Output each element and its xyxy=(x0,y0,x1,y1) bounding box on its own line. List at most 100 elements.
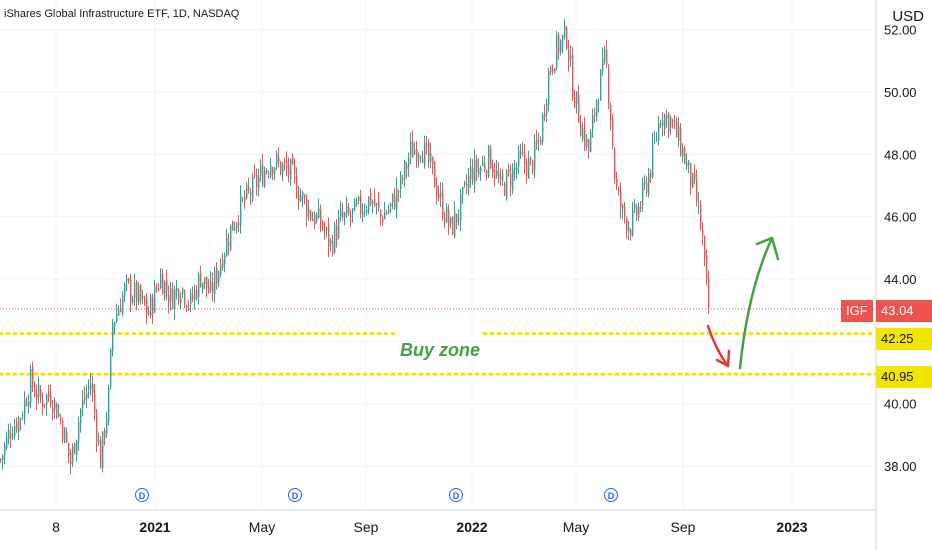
candle-body xyxy=(568,50,570,62)
candle-body xyxy=(140,285,142,301)
candle-body xyxy=(160,273,162,289)
candle-body xyxy=(536,140,538,144)
candle-body xyxy=(610,105,612,121)
candle-body xyxy=(520,152,522,155)
candle-body xyxy=(194,289,196,300)
candle-body xyxy=(508,169,510,172)
candle-body xyxy=(280,161,282,174)
candle-body xyxy=(650,170,652,177)
candle-body xyxy=(396,187,398,209)
time-tick-label: Sep xyxy=(671,519,696,535)
candle-body xyxy=(684,148,686,165)
candle-body xyxy=(420,157,422,159)
candle-body xyxy=(162,273,164,295)
candle-body xyxy=(340,209,342,218)
candle-body xyxy=(228,241,230,246)
candle-body xyxy=(316,214,318,223)
candle-body xyxy=(260,166,262,176)
candle-body xyxy=(22,416,24,418)
candle-body xyxy=(298,194,300,202)
candle-body xyxy=(612,118,614,147)
candle-body xyxy=(418,154,420,158)
candle-body xyxy=(664,115,666,130)
candle-body xyxy=(390,203,392,207)
candle-body xyxy=(234,228,236,231)
candle-body xyxy=(278,157,280,162)
candle-body xyxy=(240,194,242,227)
candle-body xyxy=(602,57,604,72)
candle-body xyxy=(440,192,442,197)
candle-body xyxy=(36,393,38,400)
candle-body xyxy=(478,168,480,175)
candle-body xyxy=(314,214,316,225)
candle-body xyxy=(586,137,588,148)
candle-body xyxy=(118,309,120,316)
candle-body xyxy=(638,206,640,219)
candle-body xyxy=(272,167,274,174)
candle-body xyxy=(464,182,466,186)
candle-body xyxy=(442,190,444,219)
candle-body xyxy=(460,194,462,222)
candle-body xyxy=(304,195,306,198)
price-tick-label: 38.00 xyxy=(884,459,917,474)
candle-body xyxy=(626,218,628,232)
candle-body xyxy=(168,294,170,303)
candle-body xyxy=(122,295,124,314)
candle-body xyxy=(528,158,530,179)
candle-body xyxy=(446,206,448,223)
candle-body xyxy=(472,167,474,183)
candle-body xyxy=(98,439,100,444)
candle-body xyxy=(450,217,452,224)
symbol-badge: IGF xyxy=(841,300,873,322)
candle-body xyxy=(328,224,330,247)
candle-body xyxy=(318,207,320,219)
candle-body xyxy=(116,313,118,322)
dividend-marker-icon[interactable]: D xyxy=(449,488,463,502)
dividend-marker-icon[interactable]: D xyxy=(288,488,302,502)
candle-body xyxy=(274,167,276,174)
candle-body xyxy=(96,414,98,442)
candle-body xyxy=(346,206,348,214)
dividend-marker-icon[interactable]: D xyxy=(604,488,618,502)
price-tick-label: 40.00 xyxy=(884,397,917,412)
dividend-marker-icon[interactable]: D xyxy=(135,488,149,502)
candle-body xyxy=(524,152,526,165)
candle-body xyxy=(180,297,182,304)
candle-body xyxy=(634,203,636,210)
candle-body xyxy=(416,149,418,162)
candle-body xyxy=(28,401,30,407)
candle-body xyxy=(104,430,106,438)
candle-body xyxy=(658,123,660,142)
candle-body xyxy=(438,193,440,199)
candle-body xyxy=(124,284,126,296)
candle-body xyxy=(184,290,186,305)
candle-body xyxy=(468,176,470,189)
candle-body xyxy=(590,131,592,153)
candle-body xyxy=(34,389,36,396)
candle-body xyxy=(100,439,102,469)
candle-body xyxy=(182,288,184,295)
time-axis[interactable]: 8 2021 May Sep 2022 May Sep 2023 xyxy=(52,519,808,535)
candle-body xyxy=(700,204,702,230)
candle-body xyxy=(630,229,632,237)
candle-body xyxy=(504,183,506,196)
candle-body xyxy=(150,296,152,316)
candle-body xyxy=(156,288,158,290)
candle-body xyxy=(692,173,694,188)
candle-body xyxy=(400,175,402,190)
candle-body xyxy=(126,278,128,281)
candle-body xyxy=(540,139,542,145)
candle-body xyxy=(360,195,362,214)
candle-body xyxy=(350,214,352,217)
candle-body xyxy=(596,100,598,117)
candle-body xyxy=(352,208,354,214)
candle-body xyxy=(492,165,494,173)
candle-body xyxy=(224,255,226,265)
candle-body xyxy=(236,222,238,229)
candle-body xyxy=(384,212,386,220)
candle-body xyxy=(690,163,692,187)
candle-body xyxy=(654,140,656,142)
candle-body xyxy=(90,383,92,390)
